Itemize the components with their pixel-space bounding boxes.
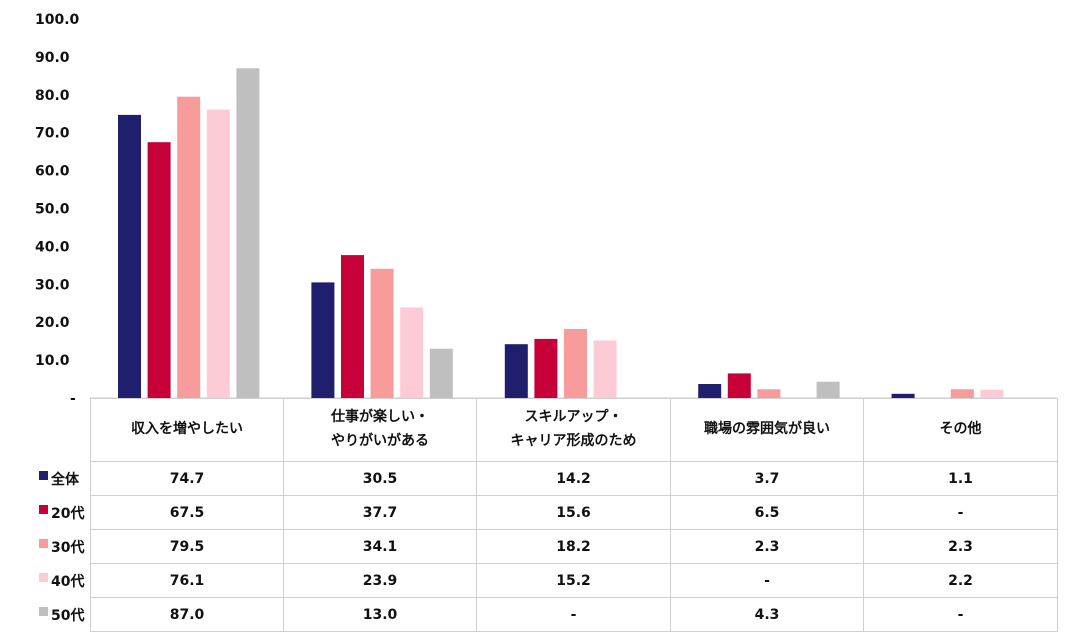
data-label: 30代 79.5	[39, 529, 284, 564]
y-tick-label: 30.0	[35, 277, 70, 293]
y-tick-label: 80.0	[35, 88, 70, 104]
bar	[341, 255, 364, 398]
legend-entry: 20代	[39, 496, 84, 529]
data-label-value: 74.7	[169, 470, 205, 487]
series-name: 40代	[51, 573, 85, 590]
data-label: 3.7	[670, 461, 864, 496]
data-label: 4.3	[670, 597, 864, 632]
y-tick-label: 50.0	[35, 202, 70, 218]
data-label: -	[863, 495, 1058, 530]
data-table: 収入を増やしたい 仕事が楽しい・ やりがいがある スキルアップ・ キャリア形成のため 職場…	[39, 398, 1058, 632]
bar	[534, 338, 558, 398]
table-row: 40代 76.1 23.9 15.2-2.2	[39, 563, 1058, 598]
legend-swatch	[39, 471, 48, 480]
bar	[147, 142, 171, 398]
bar	[177, 96, 201, 398]
legend-entry: 30代	[39, 530, 84, 563]
legend-entry: 50代	[39, 598, 84, 631]
table-row: 50代 87.0 13.0-4.3-	[39, 597, 1058, 632]
bar	[593, 340, 617, 398]
data-label: 2.2	[863, 563, 1058, 598]
data-label-value: 79.5	[169, 538, 205, 555]
data-label: -	[476, 597, 671, 632]
data-label: 1.1	[863, 461, 1058, 496]
data-label: 37.7	[283, 495, 477, 530]
data-label: -	[670, 563, 864, 598]
data-label: 2.3	[670, 529, 864, 564]
series-name: 50代	[51, 607, 85, 624]
bar	[950, 389, 974, 398]
bar	[980, 389, 1004, 398]
y-tick-label: 100.0	[35, 12, 80, 28]
legend-entry: 40代	[39, 564, 84, 597]
bar	[564, 329, 587, 398]
legend-entry: 全体	[39, 462, 79, 495]
bar	[698, 384, 722, 398]
category-label: 収入を増やしたい	[90, 398, 284, 462]
data-label: 6.5	[670, 495, 864, 530]
table-row: 30代 79.5 34.1 18.2 2.3 2.3	[39, 529, 1058, 564]
bar	[757, 389, 781, 398]
y-tick-label: -	[70, 391, 76, 400]
data-label: 50代 87.0	[39, 597, 284, 632]
data-label: 20代 67.5	[39, 495, 284, 530]
data-label-value: 87.0	[169, 606, 205, 623]
category-label: その他	[863, 398, 1058, 462]
bar	[816, 381, 840, 398]
legend-swatch	[39, 607, 48, 616]
data-label: 30.5	[283, 461, 477, 496]
bar	[206, 109, 230, 398]
data-label: 40代 76.1	[39, 563, 284, 598]
bar	[236, 68, 260, 399]
category-label: スキルアップ・ キャリア形成のため	[476, 398, 671, 462]
series-name: 全体	[51, 471, 79, 488]
data-label: 15.6	[476, 495, 671, 530]
data-label: 13.0	[283, 597, 477, 632]
data-label: 23.9	[283, 563, 477, 598]
data-label: 2.3	[863, 529, 1058, 564]
y-tick-label: 60.0	[35, 164, 70, 180]
bar	[370, 268, 394, 398]
bar	[504, 344, 528, 398]
bar	[891, 393, 915, 398]
data-label: -	[863, 597, 1058, 632]
bar	[429, 348, 453, 398]
data-label: 14.2	[476, 461, 671, 496]
category-label: 仕事が楽しい・ やりがいがある	[283, 398, 477, 462]
y-tick-label: 70.0	[35, 126, 70, 142]
bars	[118, 68, 1004, 399]
series-name: 20代	[51, 505, 85, 522]
bar	[400, 307, 424, 398]
series-name: 30代	[51, 539, 85, 556]
data-label: 34.1	[283, 529, 477, 564]
bar	[727, 373, 751, 398]
table-header-row: 収入を増やしたい 仕事が楽しい・ やりがいがある スキルアップ・ キャリア形成のため 職場…	[90, 398, 1058, 462]
table-row: 20代 67.5 37.7 15.6 6.5-	[39, 495, 1058, 530]
data-label-value: 76.1	[169, 572, 205, 589]
data-label: 18.2	[476, 529, 671, 564]
table-row: 全体 74.7 30.5 14.2 3.7 1.1	[39, 461, 1058, 496]
bar	[118, 114, 141, 399]
legend-swatch	[39, 505, 48, 514]
bar	[311, 282, 335, 398]
legend-swatch	[39, 539, 48, 548]
y-tick-label: 10.0	[35, 353, 70, 369]
bar-chart: - 10.0 20.0 30.0 40.0 50.0 60.0 70.0 80.0 90.0 100…	[35, 12, 1057, 400]
y-tick-label: 20.0	[35, 315, 70, 331]
legend-swatch	[39, 573, 48, 582]
y-tick-label: 40.0	[35, 239, 70, 255]
y-tick-label: 90.0	[35, 50, 70, 66]
category-label: 職場の雰囲気が良い	[670, 398, 864, 462]
data-label: 15.2	[476, 563, 671, 598]
data-label-value: 67.5	[169, 504, 205, 521]
data-label: 全体 74.7	[39, 461, 284, 496]
